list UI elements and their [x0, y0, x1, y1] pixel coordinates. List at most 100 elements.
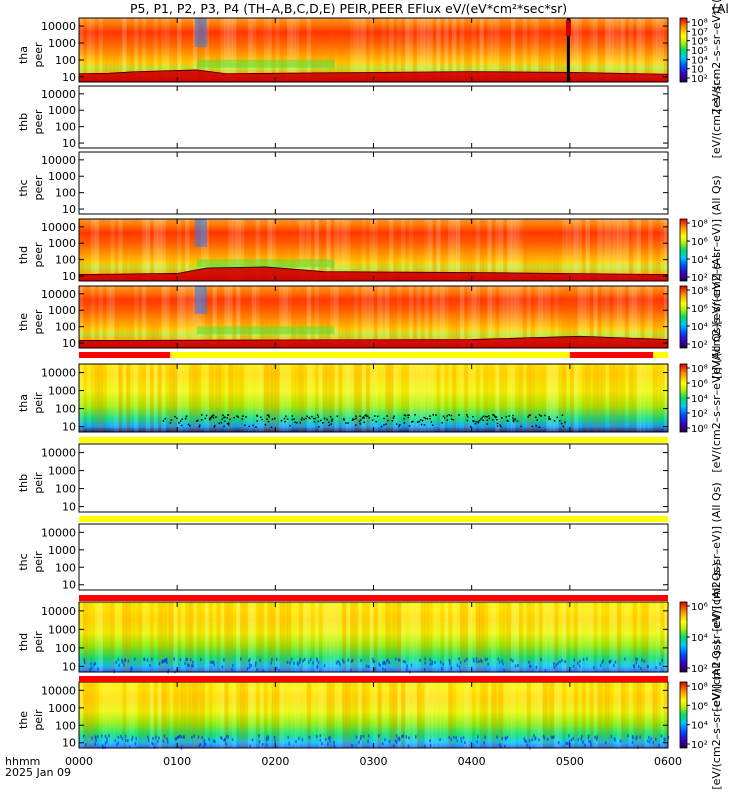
texture-stripe: [542, 364, 546, 432]
noise-speck: [515, 665, 517, 668]
noise-speck: [219, 423, 221, 425]
noise-speck: [482, 417, 484, 419]
texture-stripe: [189, 682, 193, 748]
noise-speck: [294, 422, 296, 424]
texture-stripe: [385, 364, 389, 432]
texture-stripe: [103, 18, 107, 82]
texture-stripe: [146, 219, 150, 281]
noise-speck: [163, 740, 165, 743]
texture-stripe: [342, 286, 346, 348]
texture-stripe: [264, 602, 268, 672]
texture-stripe: [260, 286, 264, 348]
noise-speck: [320, 420, 322, 422]
texture-stripe: [256, 682, 260, 748]
texture-stripe: [232, 18, 236, 82]
texture-stripe: [216, 286, 220, 348]
noise-speck: [355, 424, 357, 426]
texture-stripe: [322, 18, 326, 82]
noise-speck: [561, 423, 563, 425]
noise-speck: [396, 741, 398, 744]
noise-speck: [274, 736, 276, 739]
noise-speck: [496, 736, 498, 739]
texture-stripe: [307, 286, 311, 348]
noise-speck: [451, 667, 453, 670]
y-tick-label: 10: [62, 660, 76, 673]
noise-speck: [85, 743, 87, 746]
texture-stripe: [83, 219, 87, 281]
noise-speck: [249, 426, 251, 428]
noise-speck: [363, 735, 365, 738]
texture-stripe: [621, 682, 625, 748]
texture-stripe: [87, 602, 91, 672]
texture-stripe: [381, 364, 385, 432]
noise-speck: [389, 740, 391, 743]
texture-stripe: [338, 682, 342, 748]
texture-stripe: [574, 364, 578, 432]
noise-speck: [632, 741, 634, 744]
texture-stripe: [464, 286, 468, 348]
y-label-species: peer: [32, 175, 45, 201]
texture-stripe: [87, 18, 91, 82]
noise-speck: [166, 661, 168, 664]
noise-speck: [600, 664, 602, 667]
y-label-probe: thc: [17, 179, 30, 196]
texture-stripe: [315, 18, 319, 82]
noise-speck: [609, 660, 611, 663]
noise-speck: [421, 424, 423, 426]
texture-stripe: [95, 286, 99, 348]
noise-speck: [183, 735, 185, 738]
noise-speck: [368, 734, 370, 737]
noise-speck: [200, 658, 202, 661]
noise-speck: [240, 658, 242, 661]
noise-speck: [464, 660, 466, 663]
texture-stripe: [161, 219, 165, 281]
texture-stripe: [142, 286, 146, 348]
colorbar-label: [eV/(cm2–s–sr–eV)] (All Qs): [710, 323, 723, 472]
noise-speck: [245, 416, 247, 418]
texture-stripe: [252, 18, 256, 82]
texture-stripe: [519, 364, 523, 432]
texture-stripe: [507, 219, 511, 281]
texture-stripe: [491, 602, 495, 672]
texture-stripe: [146, 364, 150, 432]
noise-speck: [532, 738, 534, 741]
texture-stripe: [240, 602, 244, 672]
noise-speck: [225, 742, 227, 745]
noise-speck: [512, 415, 514, 417]
noise-speck: [180, 658, 182, 661]
noise-speck: [161, 660, 163, 663]
noise-speck: [499, 661, 501, 664]
texture-stripe: [283, 682, 287, 748]
noise-speck: [458, 414, 460, 416]
texture-stripe: [248, 286, 252, 348]
texture-stripe: [641, 18, 645, 82]
noise-speck: [359, 415, 361, 417]
texture-stripe: [319, 364, 323, 432]
texture-stripe: [232, 682, 236, 748]
noise-speck: [548, 416, 550, 418]
texture-stripe: [546, 602, 550, 672]
noise-speck: [638, 665, 640, 668]
noise-speck: [467, 420, 469, 422]
texture-stripe: [264, 18, 268, 82]
x-tick-label: 0500: [556, 755, 584, 768]
noise-speck: [385, 423, 387, 425]
noise-speck: [652, 741, 654, 744]
noise-speck: [179, 735, 181, 738]
y-label-species: peir: [32, 392, 45, 414]
y-tick-label: 100: [55, 483, 76, 496]
texture-stripe: [625, 364, 629, 432]
noise-speck: [259, 659, 261, 662]
noise-speck: [449, 736, 451, 739]
noise-speck: [123, 663, 125, 666]
texture-stripe: [240, 682, 244, 748]
noise-speck: [352, 659, 354, 662]
texture-stripe: [295, 18, 299, 82]
noise-speck: [120, 735, 122, 738]
texture-stripe: [444, 364, 448, 432]
noise-speck: [500, 745, 502, 748]
noise-speck: [567, 742, 569, 745]
texture-stripe: [444, 219, 448, 281]
noise-speck: [267, 735, 269, 738]
texture-stripe: [142, 682, 146, 748]
